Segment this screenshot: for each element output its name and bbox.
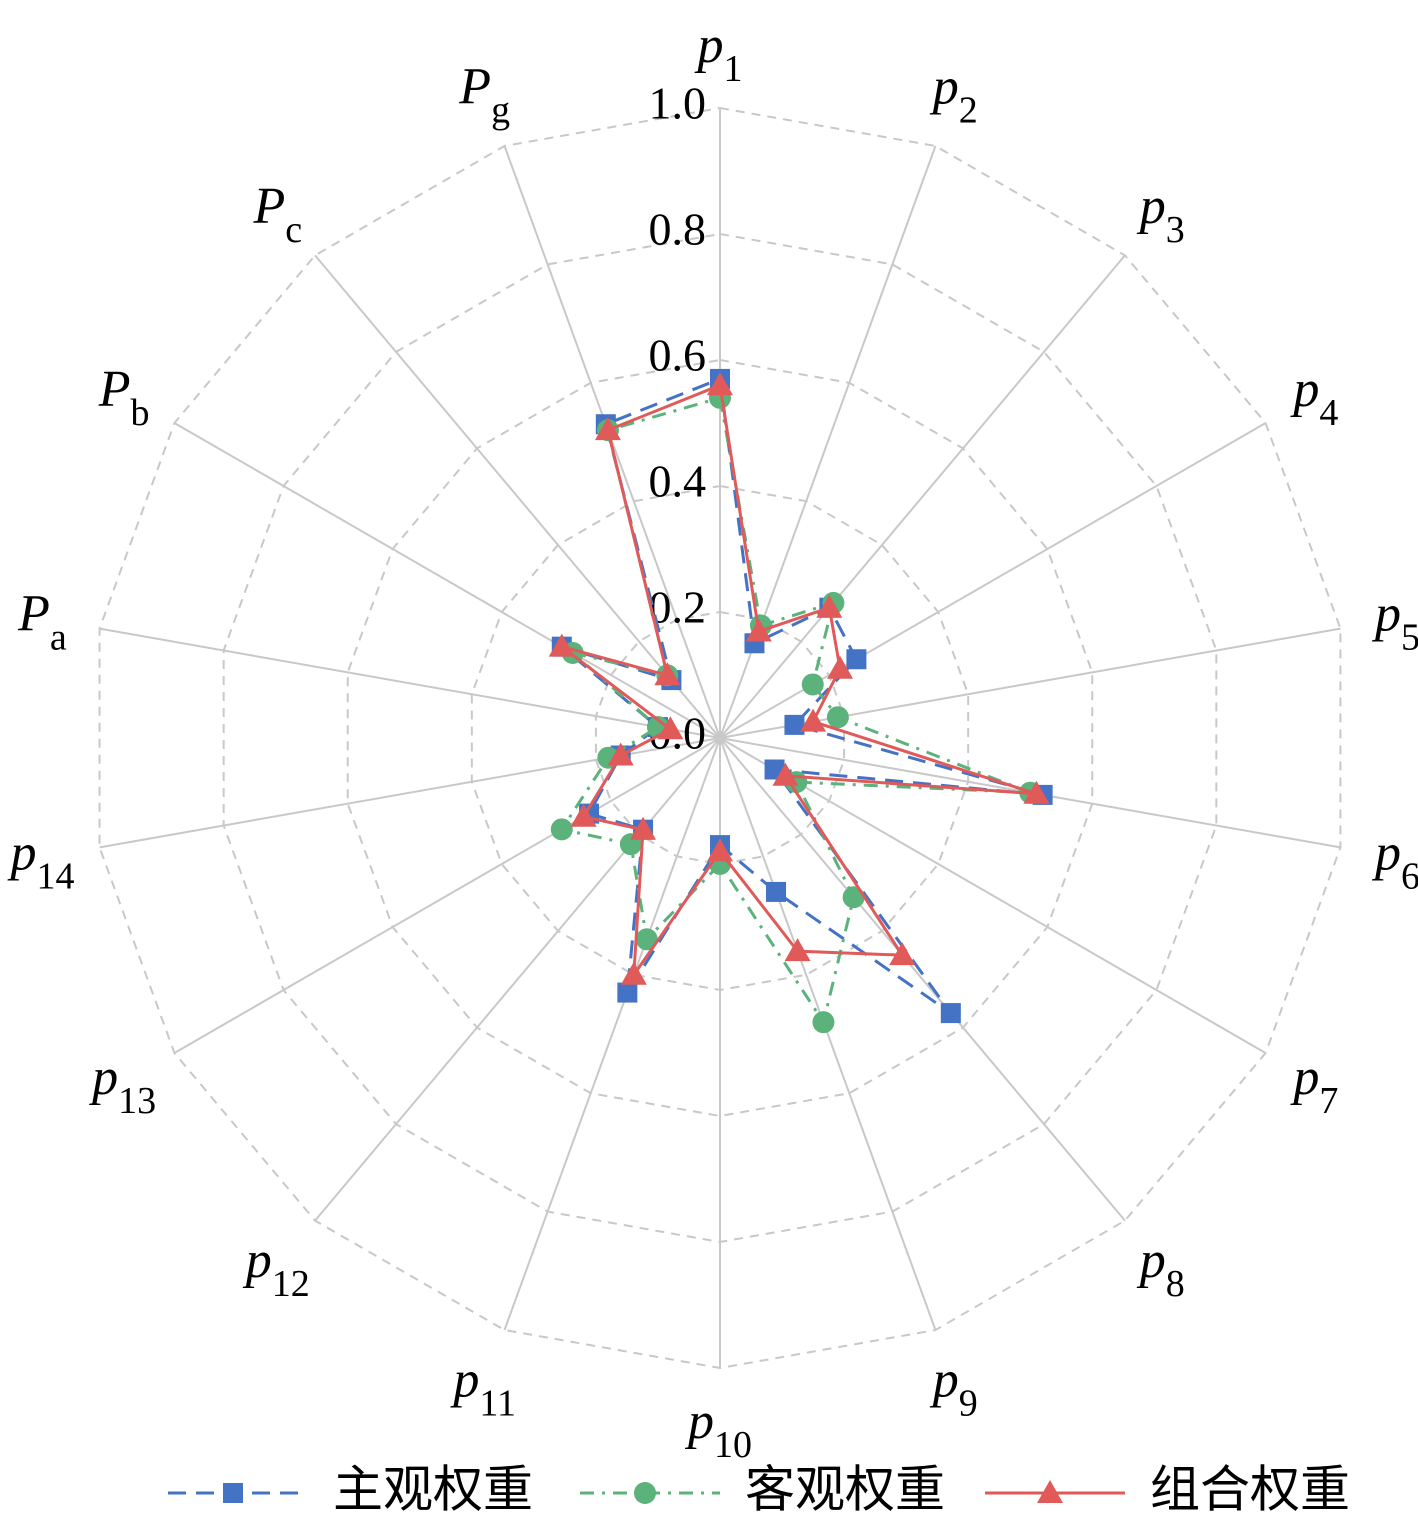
- marker: [620, 961, 647, 985]
- spoke: [314, 254, 721, 739]
- marker: [617, 982, 638, 1003]
- marker: [812, 1011, 835, 1034]
- marker: [772, 762, 799, 786]
- category-label: p7: [1289, 1049, 1338, 1122]
- category-label: p4: [1289, 361, 1338, 434]
- marker: [745, 618, 772, 642]
- marker: [766, 881, 787, 902]
- category-label: Pa: [17, 585, 67, 658]
- category-label: Pb: [98, 361, 150, 434]
- marker: [634, 1482, 656, 1504]
- category-label: Pg: [458, 58, 510, 131]
- marker: [801, 673, 824, 696]
- marker: [223, 1483, 243, 1503]
- marker: [842, 886, 865, 909]
- marker: [889, 942, 916, 966]
- category-label: p3: [1136, 178, 1185, 251]
- r-tick-label: 0.8: [649, 204, 707, 255]
- marker: [570, 803, 597, 827]
- spoke: [719, 737, 1126, 1222]
- legend-label: 组合权重: [1150, 1461, 1350, 1519]
- spoke: [719, 737, 1267, 1054]
- legend-label: 客观权重: [745, 1461, 945, 1519]
- spoke: [719, 737, 937, 1331]
- marker: [1023, 780, 1050, 804]
- category-label: p14: [6, 824, 74, 897]
- category-label: p12: [242, 1232, 310, 1305]
- marker: [635, 928, 658, 951]
- spoke: [314, 737, 721, 1222]
- r-tick-label: 1.0: [649, 78, 707, 129]
- marker: [816, 594, 843, 618]
- marker: [654, 662, 681, 686]
- series-line: [560, 376, 1044, 1015]
- marker: [630, 816, 657, 840]
- marker: [657, 716, 684, 740]
- spoke: [719, 627, 1341, 739]
- spoke: [99, 627, 721, 739]
- category-label: p10: [684, 1393, 752, 1466]
- marker: [784, 714, 805, 735]
- spoke: [719, 254, 1126, 739]
- category-label: p1: [694, 17, 743, 90]
- category-label: p5: [1371, 585, 1418, 658]
- category-label: p9: [929, 1351, 978, 1424]
- r-tick-label: 0.6: [649, 330, 707, 381]
- marker: [550, 818, 573, 841]
- marker: [548, 633, 575, 657]
- marker: [800, 708, 827, 732]
- marker: [940, 1003, 961, 1024]
- category-label: p11: [449, 1351, 516, 1424]
- r-tick-label: 0.4: [649, 456, 707, 507]
- series-line: [560, 383, 1037, 981]
- category-label: p8: [1136, 1232, 1185, 1305]
- marker: [607, 742, 634, 766]
- category-label: p13: [88, 1049, 156, 1122]
- marker: [707, 838, 733, 862]
- legend-label: 主观权重: [333, 1461, 533, 1519]
- marker: [827, 655, 854, 679]
- marker: [707, 372, 733, 396]
- marker: [594, 417, 621, 441]
- spoke: [173, 737, 721, 1054]
- marker: [846, 649, 867, 670]
- spoke: [173, 422, 721, 739]
- marker: [826, 706, 849, 729]
- category-label: p6: [1371, 824, 1418, 897]
- marker: [1037, 1480, 1063, 1503]
- category-label: p2: [929, 58, 978, 131]
- category-label: Pc: [252, 178, 302, 251]
- marker: [784, 938, 811, 962]
- spoke: [503, 737, 721, 1331]
